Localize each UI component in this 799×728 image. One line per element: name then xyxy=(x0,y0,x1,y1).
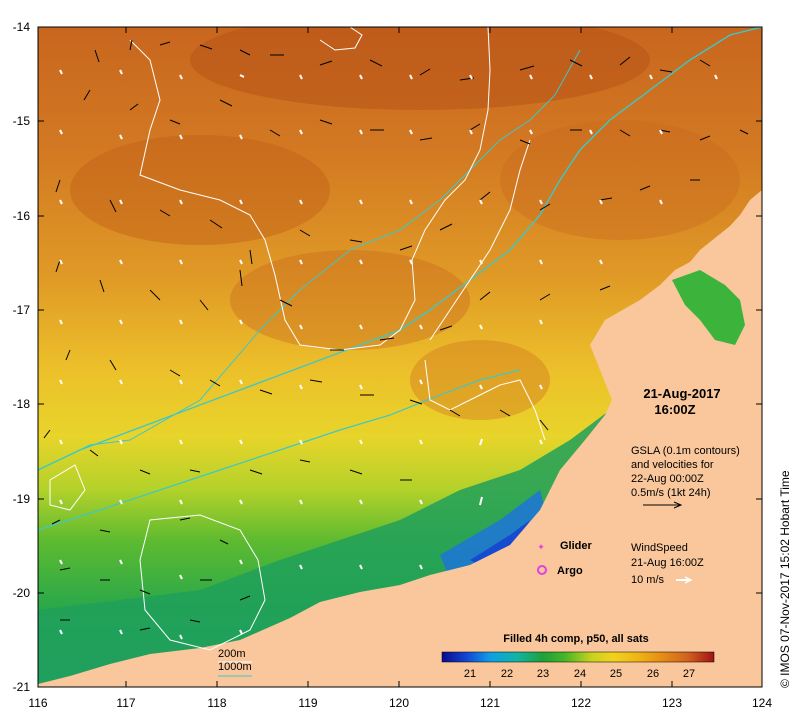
y-tick-label: -20 xyxy=(13,586,31,600)
y-tick-label: -18 xyxy=(13,397,31,411)
glider-marker-icon: ✦ xyxy=(537,543,545,553)
argo-marker-icon xyxy=(537,565,547,575)
map-border xyxy=(37,26,763,688)
x-tick-label: 124 xyxy=(752,696,772,710)
colorbar-tick-label: 27 xyxy=(683,668,695,680)
x-tick-label: 120 xyxy=(389,696,409,710)
x-tick-label: 116 xyxy=(28,696,47,710)
colorbar-tick-label: 23 xyxy=(537,668,549,680)
isobath-200m-label: 200m xyxy=(218,648,246,660)
wind-scale-arrow-icon xyxy=(676,576,693,584)
map-date: 21-Aug-2017 xyxy=(643,386,720,401)
x-tick-label: 119 xyxy=(298,696,317,710)
colorbar-tick-label: 24 xyxy=(574,668,586,680)
gsla-line-2: and velocities for xyxy=(631,459,714,471)
colorbar-title: Filled 4h comp, p50, all sats xyxy=(503,633,649,645)
argo-label: Argo xyxy=(557,565,583,577)
gsla-line-1: GSLA (0.1m contours) xyxy=(631,445,740,457)
land-mass xyxy=(38,27,762,687)
glider-label: Glider xyxy=(560,540,593,552)
y-tick-label: -21 xyxy=(13,680,31,694)
colorbar-tick-label: 26 xyxy=(647,668,659,680)
y-tick-label: -16 xyxy=(13,209,31,223)
colorbar-tick-label: 22 xyxy=(501,668,513,680)
x-tick-label: 122 xyxy=(571,696,591,710)
colorbar-tick-label: 21 xyxy=(464,668,476,680)
colorbar-ticks: 21 22 23 24 25 26 27 xyxy=(464,668,695,680)
x-axis-labels: 116 117 118 119 120 121 122 123 124 xyxy=(28,696,772,710)
gsla-contours xyxy=(49,27,546,651)
y-tick-label: -15 xyxy=(13,114,31,128)
colorbar-tick-label: 25 xyxy=(610,668,622,680)
plot-area xyxy=(38,27,762,687)
x-tick-label: 121 xyxy=(480,696,500,710)
velocity-scale-arrow-icon xyxy=(643,501,683,509)
colorbar xyxy=(441,651,715,663)
axis-ticks xyxy=(38,27,762,687)
map-time: 16:00Z xyxy=(654,402,695,417)
y-tick-label: -17 xyxy=(13,303,31,317)
credit-text: © IMOS 07-Nov-2017 15:02 Hobart Time xyxy=(778,470,792,688)
y-axis-labels: -14 -15 -16 -17 -18 -19 -20 -21 xyxy=(13,20,31,694)
gsla-line-4: 0.5m/s (1kt 24h) xyxy=(631,487,710,499)
velocity-vectors xyxy=(43,39,749,631)
wind-line-3: 10 m/s xyxy=(631,574,665,586)
x-tick-label: 118 xyxy=(207,696,226,710)
wind-line-1: WindSpeed xyxy=(631,542,688,554)
gsla-line-3: 22-Aug 00:00Z xyxy=(631,473,704,485)
x-tick-label: 123 xyxy=(662,696,682,710)
wind-vectors xyxy=(59,69,718,640)
wind-line-2: 21-Aug 16:00Z xyxy=(631,557,704,569)
y-tick-label: -14 xyxy=(13,20,31,34)
x-tick-label: 117 xyxy=(116,696,135,710)
y-tick-label: -19 xyxy=(13,492,31,506)
isobath-1000m-label: 1000m xyxy=(218,661,252,673)
